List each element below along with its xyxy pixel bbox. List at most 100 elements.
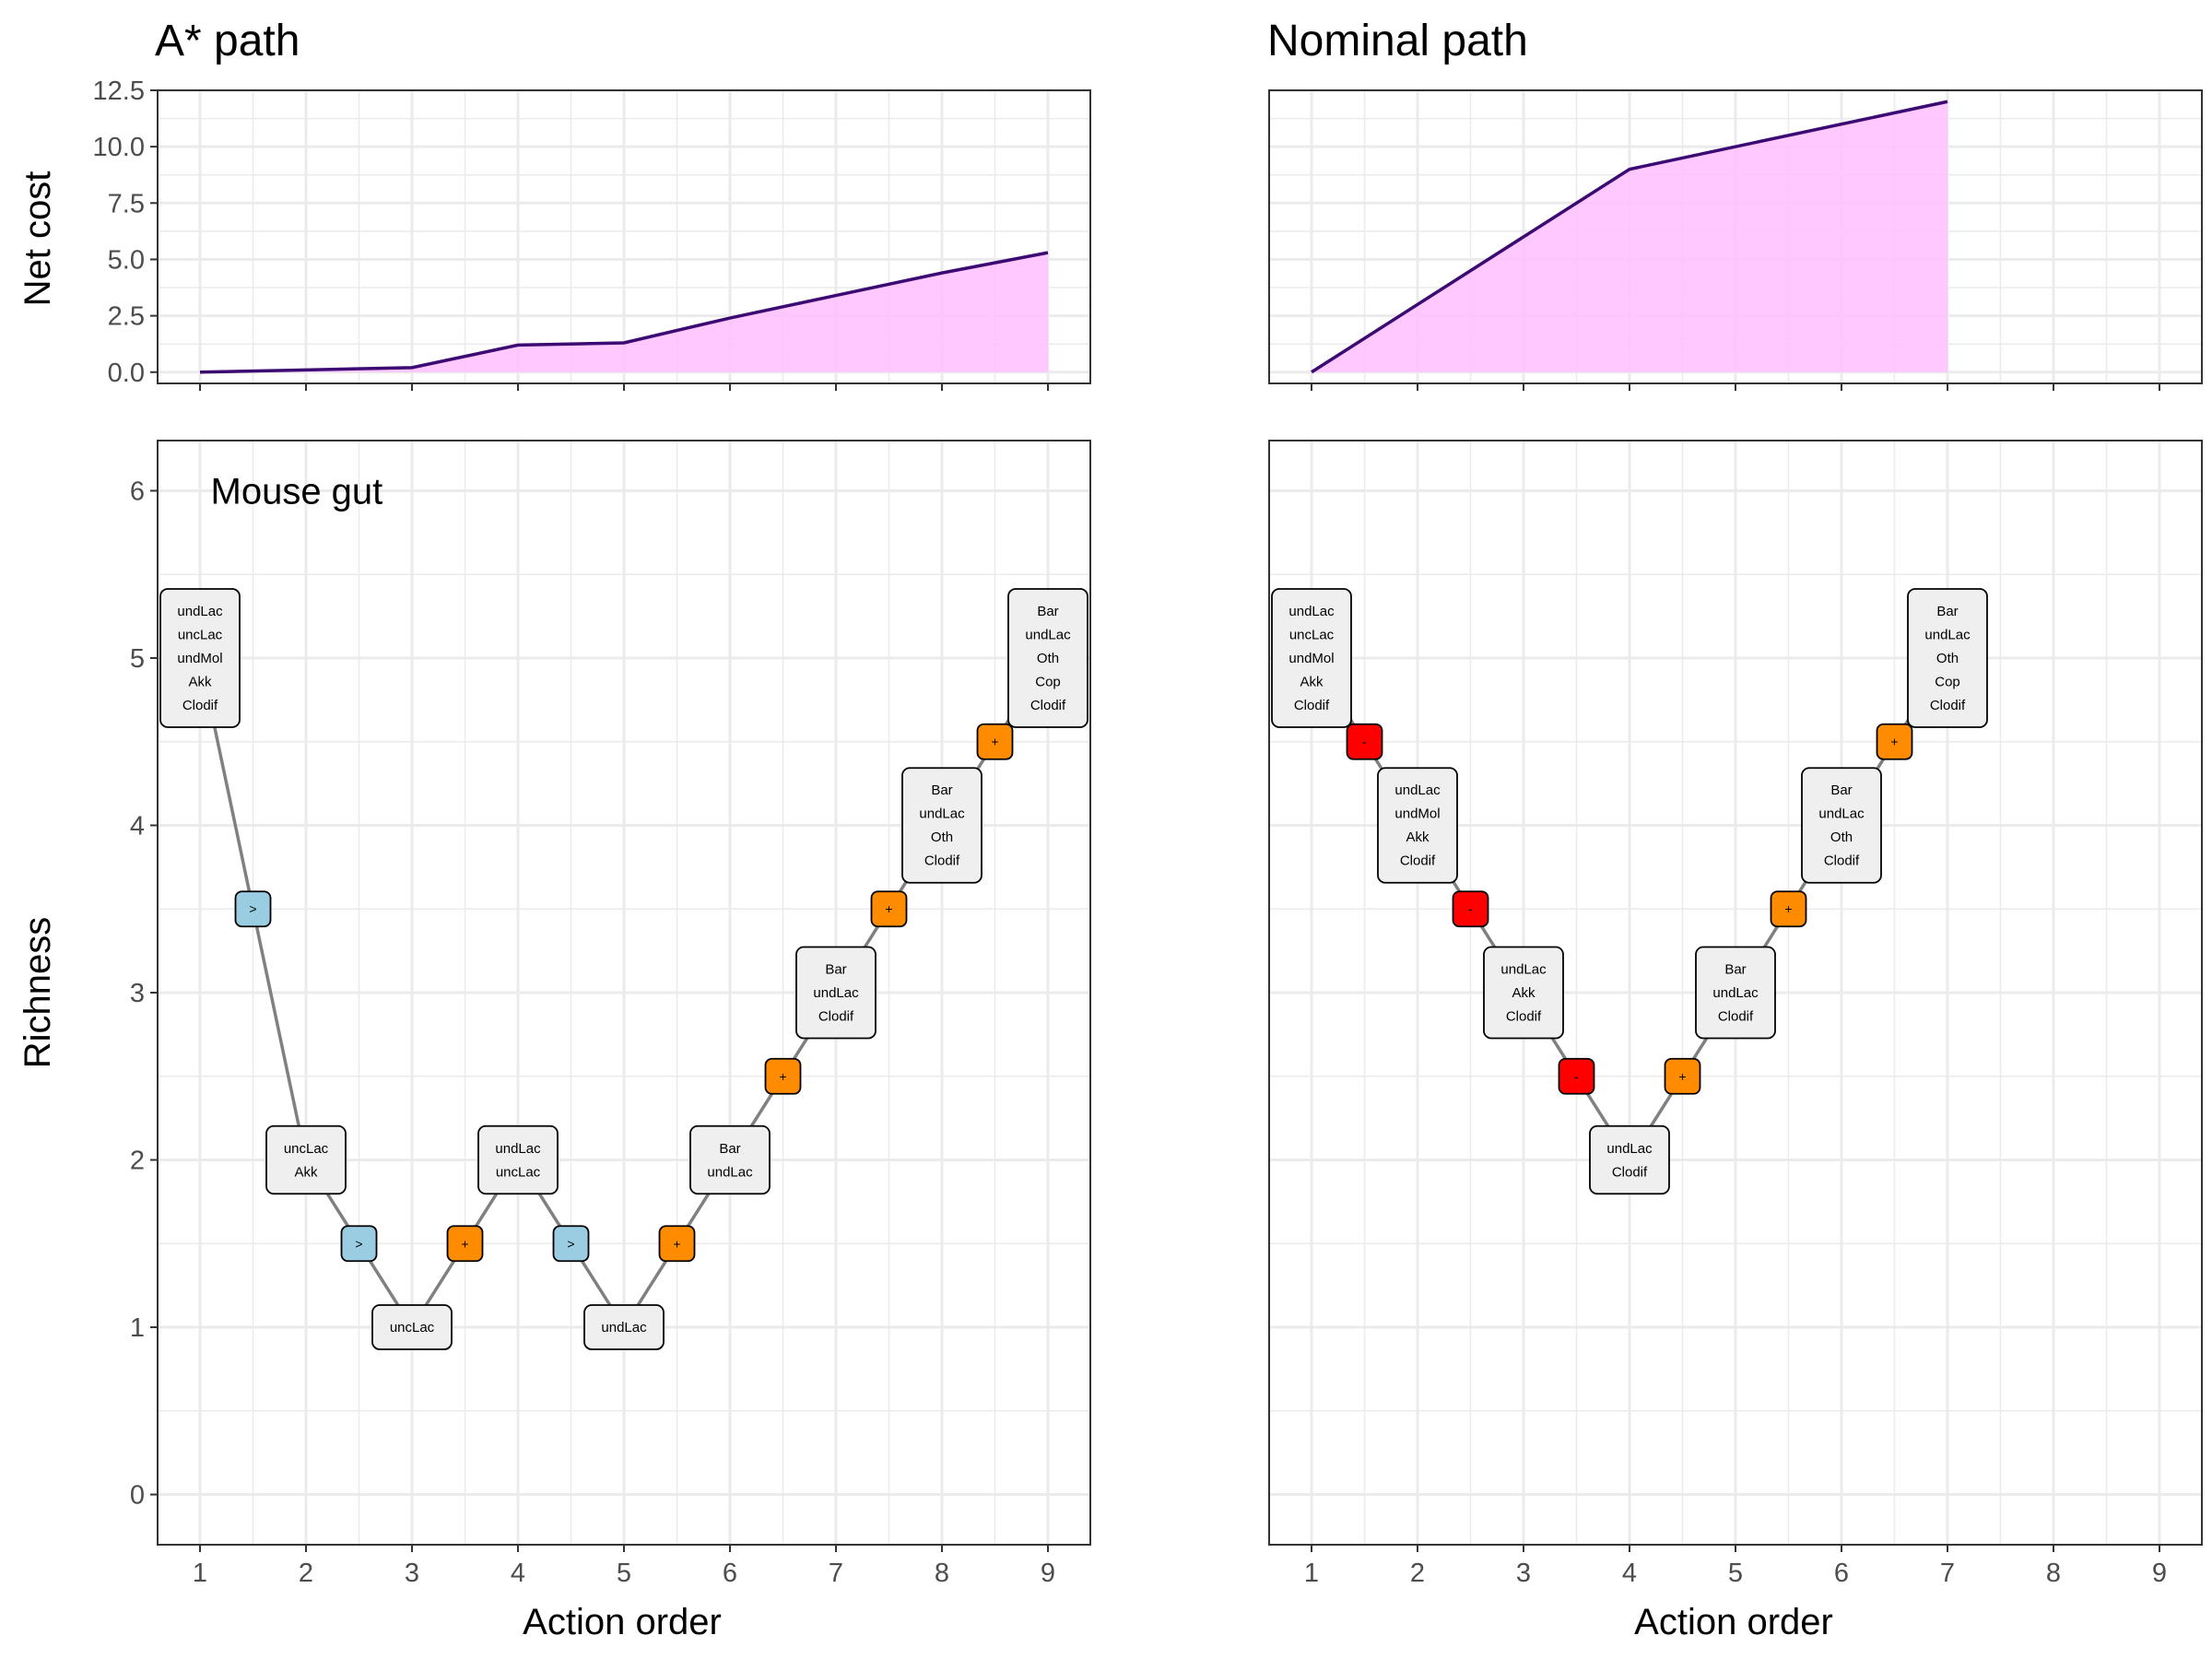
- x-tick-label: 9: [1041, 1559, 1055, 1588]
- action-node-add: +: [976, 723, 1014, 760]
- y-tick-label: 2.5: [108, 302, 145, 332]
- x-tick-label: 9: [2152, 1559, 2167, 1588]
- state-species-label: undLac: [177, 604, 223, 619]
- state-species-label: Bar: [931, 782, 952, 798]
- state-species-label: undLac: [495, 1141, 541, 1157]
- state-species-label: undLac: [1025, 627, 1071, 642]
- state-species-label: Clodif: [1400, 853, 1436, 869]
- action-symbol: +: [991, 735, 998, 749]
- state-species-label: Clodif: [182, 698, 218, 713]
- x-tick-label: 3: [1516, 1559, 1531, 1588]
- y-tick-label: 10.0: [93, 133, 145, 162]
- x-tick-label: 6: [1834, 1559, 1849, 1588]
- state-species-label: undLac: [1606, 1141, 1653, 1157]
- state-species-label: Akk: [1406, 830, 1430, 845]
- x-axis-title-left: Action order: [523, 1602, 722, 1642]
- action-symbol: >: [249, 901, 256, 916]
- state-species-label: undLac: [813, 985, 859, 1001]
- state-species-label: Oth: [931, 830, 953, 845]
- y-tick-label: 0: [130, 1481, 145, 1511]
- state-species-label: Akk: [294, 1164, 318, 1180]
- state-species-label: Clodif: [1030, 698, 1066, 713]
- state-species-label: Clodif: [1506, 1009, 1542, 1025]
- action-symbol: -: [1574, 1069, 1579, 1084]
- state-box: undLac Clodif: [1589, 1124, 1670, 1195]
- x-tick-label: 2: [299, 1559, 313, 1588]
- action-node-remove: -: [1558, 1057, 1595, 1095]
- action-node-add: +: [1770, 890, 1807, 928]
- state-species-label: undLac: [1288, 604, 1335, 619]
- x-tick-label: 6: [723, 1559, 737, 1588]
- state-species-label: Oth: [1830, 830, 1853, 845]
- state-species-label: Akk: [1512, 985, 1535, 1001]
- state-species-label: Oth: [1936, 651, 1959, 666]
- action-symbol: +: [779, 1069, 786, 1084]
- state-species-label: Bar: [1037, 604, 1058, 619]
- action-node-replace: >: [234, 890, 272, 928]
- state-box: undLac uncLac undMol Akk Clodif: [159, 588, 241, 728]
- action-symbol: +: [461, 1236, 468, 1251]
- state-species-label: undLac: [1500, 962, 1547, 978]
- state-species-label: Bar: [1830, 782, 1852, 798]
- state-species-label: Clodif: [1824, 853, 1860, 869]
- action-node-add: +: [870, 890, 908, 928]
- y-tick-label: 0.0: [108, 359, 145, 388]
- y-tick-label: 2: [130, 1147, 145, 1176]
- net-cost-area: [1312, 101, 1947, 372]
- state-box: undLac: [583, 1304, 665, 1350]
- state-box: Bar undLac Oth Cop Clodif: [1007, 588, 1088, 728]
- state-species-label: Bar: [719, 1141, 740, 1157]
- richness-panel-astar: undLacuncLacundMolAkkClodifuncLacAkkuncL…: [130, 440, 1091, 1588]
- x-tick-label: 7: [829, 1559, 843, 1588]
- state-species-label: undMol: [177, 651, 222, 666]
- state-species-label: undMol: [1394, 806, 1440, 822]
- state-species-label: Bar: [1936, 604, 1958, 619]
- state-species-label: Bar: [825, 962, 846, 978]
- y-tick-label: 6: [130, 477, 145, 506]
- net-cost-line: [199, 251, 1049, 374]
- x-tick-label: 4: [1622, 1559, 1637, 1588]
- state-box: undLac Akk Clodif: [1483, 946, 1564, 1040]
- action-node-remove: -: [1452, 890, 1489, 928]
- x-tick-label: 1: [1304, 1559, 1319, 1588]
- net-cost-panel-nominal: [1268, 88, 2203, 391]
- action-node-add: +: [446, 1225, 484, 1263]
- state-species-label: undLac: [707, 1164, 753, 1180]
- y-axis-title-richness: Richness: [18, 917, 58, 1069]
- state-species-label: Akk: [188, 674, 212, 689]
- action-node-replace: >: [340, 1225, 378, 1263]
- state-species-label: Cop: [1935, 674, 1960, 689]
- state-species-label: undLac: [919, 806, 965, 822]
- state-species-label: undLac: [1712, 985, 1759, 1001]
- action-symbol: -: [1468, 901, 1473, 916]
- y-tick-label: 7.5: [108, 189, 145, 218]
- x-tick-label: 3: [405, 1559, 419, 1588]
- action-node-add: +: [1876, 723, 1913, 760]
- x-tick-label: 8: [935, 1559, 949, 1588]
- state-species-label: undLac: [1924, 627, 1971, 642]
- state-box: undLac uncLac: [477, 1124, 559, 1195]
- state-box: Bar undLac Oth Cop Clodif: [1907, 588, 1988, 728]
- state-species-label: Clodif: [924, 853, 960, 869]
- action-node-add: +: [1664, 1057, 1701, 1095]
- x-axis-title-right: Action order: [1634, 1602, 1833, 1642]
- action-node-remove: -: [1346, 723, 1383, 760]
- action-symbol: +: [885, 901, 892, 916]
- y-tick-label: 4: [130, 811, 145, 841]
- x-tick-label: 4: [511, 1559, 525, 1588]
- x-tick-label: 5: [1728, 1559, 1743, 1588]
- state-species-label: Bar: [1724, 962, 1746, 978]
- y-axis-title-net-cost: Net cost: [18, 171, 58, 307]
- y-tick-label: 5: [130, 644, 145, 674]
- y-tick-label: 1: [130, 1313, 145, 1343]
- y-tick-label: 5.0: [108, 245, 145, 275]
- state-species-label: uncLac: [1289, 627, 1335, 642]
- action-symbol: -: [1362, 735, 1367, 749]
- action-symbol: +: [673, 1236, 680, 1251]
- state-species-label: undLac: [1394, 782, 1441, 798]
- net-cost-panel-astar: 0.0 2.5 5.0 7.5 10.0 12.5: [93, 76, 1091, 391]
- y-tick-label: 12.5: [93, 76, 145, 106]
- state-species-label: Clodif: [1612, 1164, 1648, 1180]
- action-symbol: >: [355, 1236, 362, 1251]
